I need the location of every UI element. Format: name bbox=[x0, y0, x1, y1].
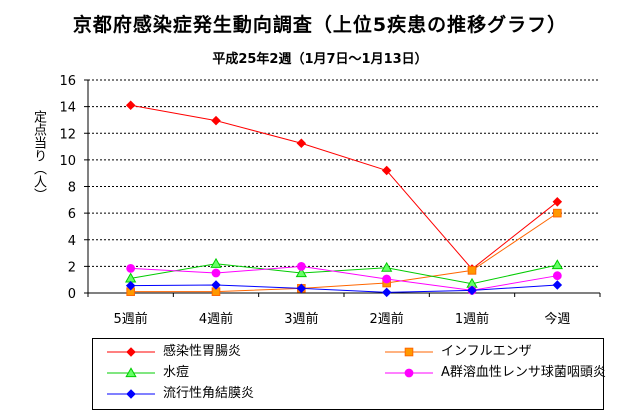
legend-label: 感染性胃腸炎 bbox=[163, 344, 242, 359]
x-tick-label: 2週前 bbox=[370, 311, 404, 327]
legend: 感染性胃腸炎 インフルエンザ水痘 A群溶血性レンサ球菌咽頭炎流行性角結膜炎 bbox=[92, 338, 606, 410]
series-line-1 bbox=[130, 212, 558, 293]
data-point-2-2 bbox=[295, 267, 307, 278]
series-line-2 bbox=[130, 263, 558, 285]
y-tick-label: 12 bbox=[59, 127, 76, 142]
data-point-2-5 bbox=[551, 259, 563, 270]
legend-item: 感染性胃腸炎 bbox=[103, 342, 343, 362]
chart-title: 京都府感染症発生動向調査（上位5疾患の推移グラフ） bbox=[72, 14, 568, 36]
data-point-3-3 bbox=[382, 274, 392, 284]
legend-label: A群溶血性レンサ球菌咽頭炎 bbox=[441, 365, 606, 380]
data-point-0-2 bbox=[296, 138, 307, 149]
data-point-0-3 bbox=[381, 165, 392, 176]
legend-label: 流行性角結膜炎 bbox=[163, 386, 255, 401]
y-tick-label: 4 bbox=[68, 234, 76, 249]
legend-swatch bbox=[385, 347, 433, 357]
legend-marker bbox=[126, 389, 136, 399]
x-tick-label: 5週前 bbox=[114, 311, 148, 327]
legend-swatch bbox=[107, 367, 155, 378]
legend-swatch bbox=[107, 347, 155, 357]
legend-label: インフルエンザ bbox=[441, 344, 532, 359]
data-point-4-1 bbox=[211, 280, 221, 290]
data-point-0-5 bbox=[552, 197, 563, 207]
y-tick-label: 16 bbox=[59, 74, 76, 89]
x-tick-label: 3週前 bbox=[284, 311, 318, 327]
series-line-4 bbox=[130, 284, 558, 293]
y-tick-label: 2 bbox=[68, 260, 76, 275]
y-tick-label: 14 bbox=[59, 101, 76, 116]
x-tick-label: 今週 bbox=[544, 311, 570, 327]
legend-marker bbox=[404, 347, 414, 357]
data-point-4-5 bbox=[552, 280, 563, 290]
data-point-4-0 bbox=[125, 280, 136, 291]
legend-label: 水痘 bbox=[163, 365, 190, 380]
legend-item: 流行性角結膜炎 bbox=[103, 384, 343, 404]
x-tick-label: 1週前 bbox=[455, 311, 489, 327]
data-point-3-1 bbox=[211, 268, 221, 278]
legend-item: インフルエンザ bbox=[381, 342, 621, 362]
legend-marker bbox=[125, 367, 137, 378]
data-point-4-4 bbox=[467, 285, 477, 296]
series-line-3 bbox=[130, 265, 558, 291]
data-point-3-0 bbox=[126, 263, 136, 273]
data-point-0-0 bbox=[125, 100, 136, 111]
chart-subtitle: 平成25年2週（1月7日～1月13日） bbox=[212, 52, 428, 67]
y-tick-label: 8 bbox=[68, 181, 76, 196]
y-tick-label: 10 bbox=[59, 154, 76, 169]
data-point-0-1 bbox=[211, 115, 221, 126]
x-tick-label: 4週前 bbox=[199, 311, 233, 327]
series-line-0 bbox=[130, 104, 558, 270]
y-tick-label: 0 bbox=[68, 287, 76, 302]
data-point-2-3 bbox=[381, 261, 393, 272]
data-point-1-4 bbox=[467, 266, 477, 275]
line-chart: 0 2 4 6 8 10 12 14 16 5週前 4週前 3週前 2週前 1週前 今週 bbox=[59, 74, 601, 327]
legend-item: A群溶血性レンサ球菌咽頭炎 bbox=[381, 363, 621, 383]
legend-marker bbox=[126, 347, 136, 357]
data-point-4-2 bbox=[296, 283, 307, 294]
data-point-2-1 bbox=[210, 257, 222, 268]
legend-swatch bbox=[385, 368, 433, 378]
legend-swatch bbox=[107, 389, 155, 399]
y-axis-label: 定点当り（人） bbox=[31, 110, 46, 201]
legend-item: 水痘 bbox=[103, 363, 343, 383]
y-tick-label: 6 bbox=[68, 207, 76, 222]
legend-marker bbox=[404, 368, 414, 378]
data-point-3-2 bbox=[296, 261, 306, 271]
data-point-3-5 bbox=[552, 271, 562, 281]
data-point-1-5 bbox=[553, 208, 562, 218]
data-point-4-3 bbox=[381, 287, 392, 298]
